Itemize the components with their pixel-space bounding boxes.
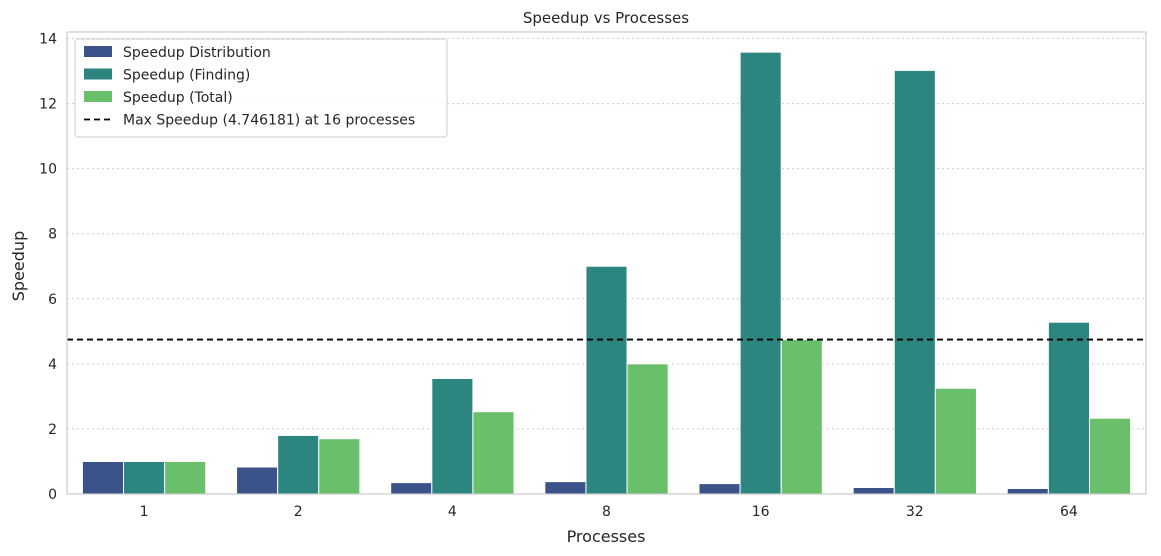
x-tick-label: 32 — [906, 504, 924, 520]
plot-frame — [66, 31, 1147, 495]
x-tick-label: 8 — [602, 504, 611, 520]
legend-label: Speedup (Total) — [123, 90, 233, 106]
legend-label: Speedup Distribution — [123, 45, 271, 61]
bar — [1047, 321, 1090, 495]
bar — [431, 378, 474, 495]
y-tick-labels: 0 2 4 6 8 10 12 14 — [39, 32, 57, 503]
bar — [277, 434, 320, 495]
bar — [698, 483, 741, 495]
bar — [852, 486, 895, 495]
x-axis-label: Processes — [567, 527, 646, 546]
x-tick-label: 64 — [1060, 504, 1078, 520]
x-tick-label: 4 — [448, 504, 457, 520]
legend-box — [74, 38, 448, 138]
bar — [1088, 417, 1132, 495]
y-tick-label: 0 — [48, 487, 57, 503]
bar — [236, 466, 279, 495]
x-tick-labels: 1 2 4 8 16 32 64 — [140, 504, 1078, 520]
bar — [318, 438, 361, 495]
bar — [123, 460, 166, 495]
bar — [1006, 487, 1049, 495]
bar — [81, 460, 125, 495]
bar — [472, 411, 515, 495]
x-tick-label: 2 — [294, 504, 303, 520]
legend-swatch — [84, 46, 112, 57]
bar — [934, 387, 977, 495]
x-tick-label: 16 — [752, 504, 770, 520]
y-tick-label: 6 — [48, 292, 57, 308]
bar — [544, 481, 587, 495]
bar — [585, 265, 628, 495]
chart-title: Speedup vs Processes — [523, 9, 689, 27]
y-axis-label: Speedup — [9, 231, 28, 301]
bar — [780, 339, 823, 495]
y-tick-label: 10 — [39, 162, 57, 178]
y-tick-label: 2 — [48, 422, 57, 438]
legend: Speedup Distribution Speedup (Finding) Spe… — [74, 38, 448, 138]
legend-swatch — [84, 68, 112, 80]
x-tick-label: 1 — [140, 504, 149, 520]
y-tick-label: 14 — [39, 32, 57, 48]
legend-swatch — [84, 91, 112, 102]
legend-label: Max Speedup (4.746181) at 16 processes — [123, 113, 415, 129]
bar — [626, 363, 669, 495]
bars — [81, 51, 1132, 495]
y-tick-label: 8 — [48, 227, 57, 243]
y-tick-label: 4 — [48, 357, 57, 373]
bar — [739, 51, 782, 495]
y-tick-label: 12 — [39, 97, 57, 113]
bar — [893, 69, 936, 495]
bar — [164, 460, 207, 495]
bar — [390, 482, 433, 495]
legend-label: Speedup (Finding) — [123, 68, 250, 84]
